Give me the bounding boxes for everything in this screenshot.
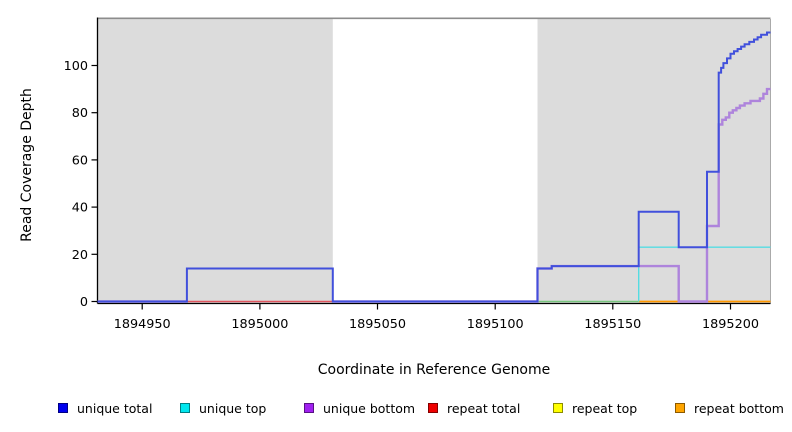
y-tick-label: 40 (72, 201, 88, 216)
legend-label: unique bottom (323, 400, 416, 416)
y-tick-label: 60 (72, 153, 88, 168)
x-tick-label: 1895150 (584, 317, 641, 332)
chart-canvas: 1894950 1895000 1895050 1895100 1895150 18952… (64, 17, 771, 332)
legend-item-unique-top: unique top (180, 398, 266, 418)
y-tick-label: 80 (72, 106, 88, 121)
x-axis-label: Coordinate in Reference Genome (317, 362, 551, 378)
shaded-region (537, 19, 771, 304)
repeat-bottom-swatch-icon (675, 403, 685, 413)
x-tick-label: 1895050 (349, 317, 406, 332)
legend-label: repeat bottom (694, 400, 784, 416)
unique-total-line (97, 31, 771, 303)
x-tick-label: 1895200 (702, 317, 759, 332)
legend-item-repeat-bottom: repeat bottom (675, 398, 784, 418)
unique-bottom-swatch-icon (304, 403, 314, 413)
legend-item-unique-bottom: unique bottom (304, 398, 415, 418)
shaded-region (97, 19, 333, 304)
legend-item-repeat-top: repeat top (553, 398, 637, 418)
legend-label: unique top (199, 400, 267, 416)
x-tick-label: 1894950 (114, 317, 171, 332)
legend-item-unique-total: unique total (58, 398, 152, 418)
repeat-total-swatch-icon (428, 403, 438, 413)
y-tick-label: 20 (72, 248, 88, 263)
y-tick-label: 100 (64, 59, 88, 74)
x-tick-label: 1895000 (231, 317, 288, 332)
unique-bottom-line (332, 87, 771, 303)
unique-total-swatch-icon (58, 403, 68, 413)
repeat-top-swatch-icon (553, 403, 563, 413)
legend-label: repeat total (447, 400, 521, 416)
legend: unique total unique top unique bottom re… (0, 398, 792, 420)
unique-top-swatch-icon (180, 403, 190, 413)
x-tick-label: 1895100 (467, 317, 524, 332)
legend-item-repeat-total: repeat total (428, 398, 520, 418)
legend-label: unique total (77, 400, 153, 416)
legend-label: repeat top (572, 400, 638, 416)
y-axis-label: Read Coverage Depth (19, 88, 35, 242)
y-tick-label: 0 (80, 295, 88, 310)
